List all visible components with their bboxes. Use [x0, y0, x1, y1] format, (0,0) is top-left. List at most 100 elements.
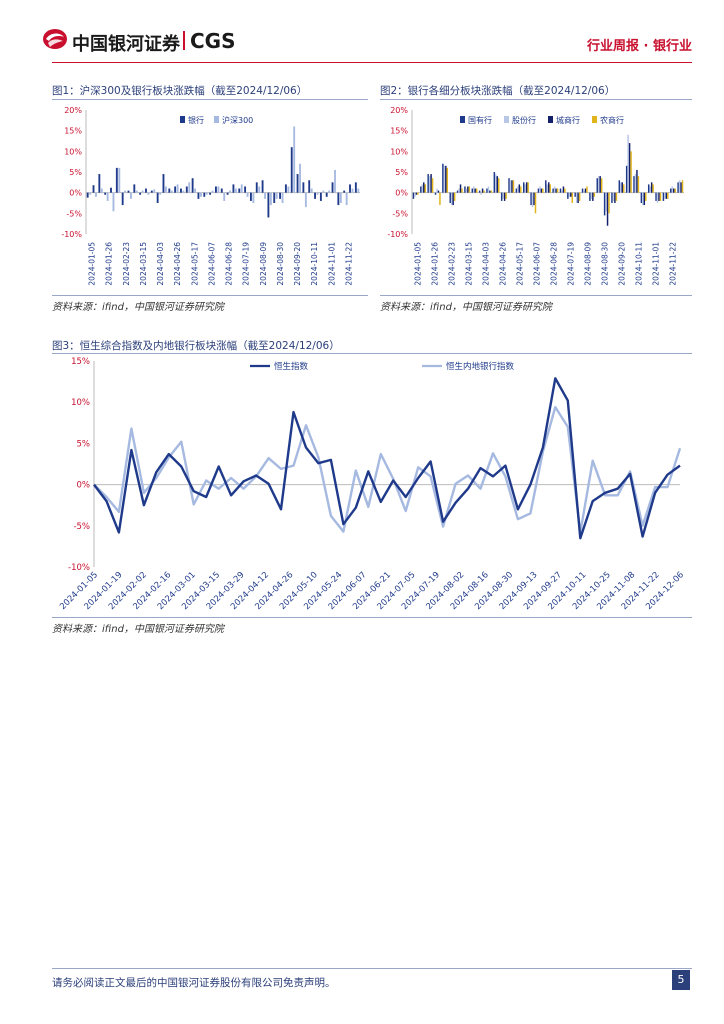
bar — [203, 192, 206, 197]
bar — [424, 184, 426, 193]
bar — [296, 174, 299, 193]
legend-swatch — [214, 116, 219, 123]
fig1-chart: -10% -5% 0% 5% 10% 15% 20% 银行 沪深300 2024-01-05 202… — [61, 106, 360, 286]
bar — [446, 167, 449, 193]
bar — [559, 188, 562, 193]
bar — [611, 192, 613, 203]
x-tick-label: 2024-01-26 — [105, 242, 114, 286]
bar — [542, 188, 544, 193]
fig3-source: 资料来源：ifind，中国银河证券研究院 — [52, 624, 224, 635]
bar — [592, 192, 594, 201]
bar — [511, 180, 513, 193]
bar — [229, 190, 231, 193]
x-tick-label: 2024-06-07 — [207, 242, 216, 286]
x-tick-label: 2024-11-01 — [652, 242, 661, 286]
bar — [530, 192, 532, 206]
bar — [279, 192, 281, 199]
bar — [487, 186, 490, 193]
x-tick-label: 2024-04-26 — [173, 242, 182, 286]
bar — [465, 188, 468, 193]
x-tick-label: 2024-03-15 — [139, 242, 148, 286]
legend-swatch — [548, 116, 553, 123]
y-tick-label: -5% — [73, 522, 90, 532]
x-tick-label: 2024-08-30 — [601, 242, 610, 286]
x-tick-label: 2024-09-20 — [293, 242, 302, 286]
bar — [354, 182, 357, 193]
bar — [483, 190, 485, 193]
bar — [156, 192, 159, 203]
bar — [343, 190, 346, 193]
bar — [211, 190, 214, 193]
x-tick-label: 2024-02-23 — [122, 242, 131, 286]
y-tick-label: -5% — [66, 209, 82, 218]
y-tick-label: 15% — [390, 127, 408, 136]
bar — [658, 192, 660, 201]
bar — [621, 182, 623, 193]
bar — [471, 188, 474, 193]
bar — [548, 182, 550, 193]
bar — [302, 182, 305, 193]
bar — [549, 184, 551, 193]
bar — [670, 188, 672, 193]
fig3-bottom-rule — [52, 617, 692, 618]
bar — [273, 192, 276, 203]
fig1-title: 图1：沪深300及银行板块涨跌幅（截至2024/12/06） — [52, 85, 308, 97]
bar — [209, 192, 212, 195]
bar — [304, 192, 307, 208]
legend-label: 城商行 — [556, 115, 580, 125]
bar — [174, 186, 177, 193]
bar — [436, 188, 438, 193]
bar — [680, 182, 682, 193]
bar — [574, 192, 576, 197]
bar — [546, 184, 548, 193]
bar — [258, 186, 261, 193]
bar — [628, 143, 631, 193]
x-tick-label: 2024-06-28 — [225, 242, 234, 286]
bar — [495, 174, 497, 193]
bar — [267, 192, 270, 218]
bar — [223, 192, 226, 201]
bar — [191, 178, 194, 193]
fig3-title: 图3：恒生综合指数及内地银行板块涨幅（截至2024/12/06） — [52, 340, 340, 352]
bar — [620, 182, 622, 193]
y-tick-label: 5% — [69, 168, 82, 177]
x-tick-label: 2024-06-28 — [550, 242, 559, 286]
bar — [421, 184, 424, 193]
bar — [593, 192, 596, 197]
bar — [539, 186, 541, 193]
bar — [493, 172, 496, 193]
bar — [677, 182, 679, 193]
bar — [630, 151, 632, 193]
legend-swatch — [592, 116, 597, 123]
x-tick-label: 2024-11-22 — [344, 242, 353, 286]
bar — [217, 186, 220, 193]
bar — [104, 192, 107, 195]
bar — [518, 184, 521, 193]
bar — [290, 147, 293, 193]
y-tick-label: 10% — [390, 147, 408, 156]
bar — [185, 186, 188, 193]
bar — [205, 192, 208, 195]
bar — [664, 192, 666, 199]
x-tick-label: 2024-02-23 — [448, 242, 457, 286]
bar — [461, 188, 463, 193]
bar — [269, 192, 272, 206]
bar — [417, 192, 419, 195]
x-tick-label: 2024-07-19 — [567, 242, 576, 286]
bar — [118, 167, 121, 193]
bar — [674, 188, 676, 193]
bar — [331, 182, 334, 193]
bar — [452, 192, 454, 206]
bar — [293, 126, 296, 193]
bar — [533, 192, 535, 206]
bar — [325, 192, 328, 197]
y-tick-label: -10% — [68, 563, 90, 573]
bar — [412, 192, 415, 199]
bar — [147, 192, 150, 195]
bar — [434, 192, 437, 195]
y-tick-label: 0% — [77, 481, 91, 491]
y-tick-label: 20% — [64, 106, 82, 115]
bar — [561, 190, 563, 193]
bar — [473, 186, 475, 193]
bar — [459, 184, 462, 193]
